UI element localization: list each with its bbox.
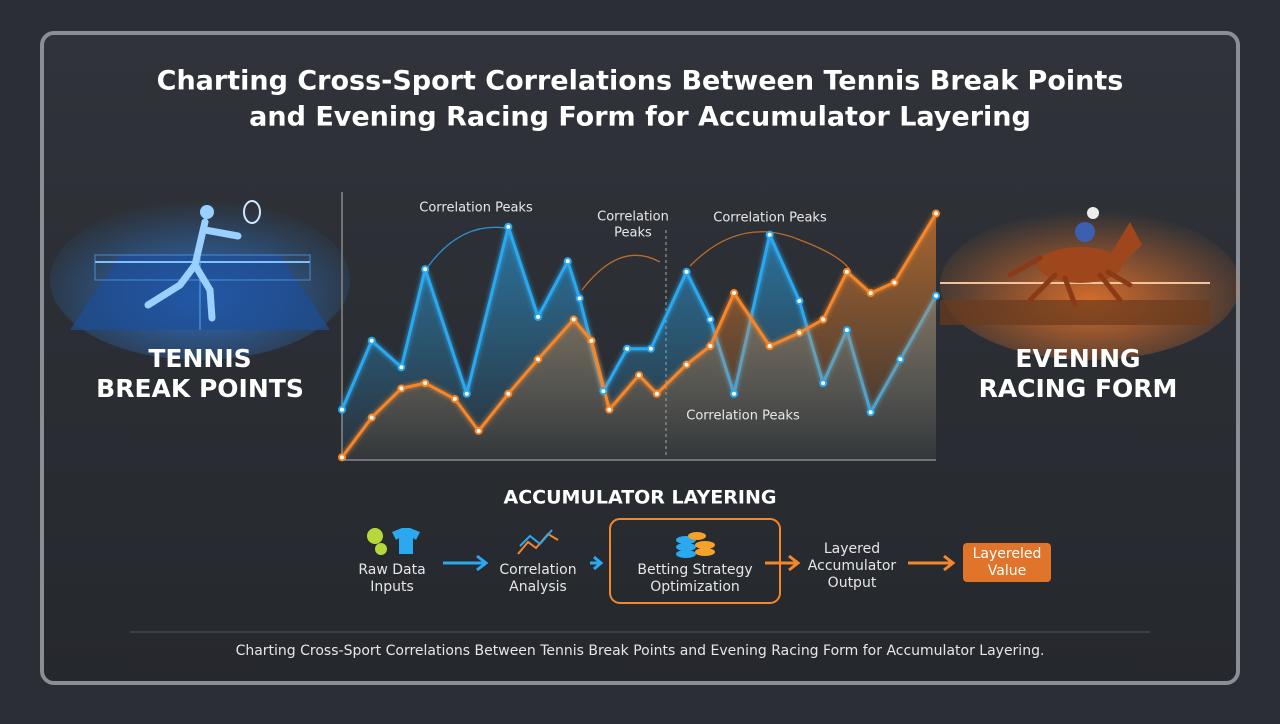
point [367, 413, 376, 422]
point [896, 355, 905, 364]
point [866, 289, 875, 298]
point [367, 336, 376, 345]
point [842, 267, 851, 276]
flow-step-label: Analysis [509, 579, 567, 595]
point [587, 336, 596, 345]
flow-step-label: Raw Data [358, 562, 425, 578]
point [652, 389, 661, 398]
point [932, 209, 940, 218]
point [730, 289, 739, 298]
point [534, 355, 543, 364]
point [932, 291, 940, 300]
tennis-illustration [50, 200, 350, 360]
flow-step-label: Correlation [499, 562, 576, 578]
point [534, 312, 543, 321]
point [795, 328, 804, 337]
title: and Evening Racing Form for Accumulator … [249, 102, 1031, 133]
point [706, 315, 715, 324]
point [646, 344, 655, 353]
flow-graphics [367, 518, 1051, 604]
annotation: Correlation Peaks [713, 211, 827, 226]
point [421, 265, 430, 274]
point [397, 384, 406, 393]
flow-step-label: Inputs [370, 579, 414, 595]
point [819, 379, 828, 388]
annotation: Correlation Peaks [419, 201, 533, 216]
left-label: TENNIS [148, 344, 251, 373]
flow-step-label: Layered [824, 541, 880, 557]
point [682, 267, 691, 276]
flow-step-label: Optimization [650, 579, 740, 595]
point [450, 395, 459, 404]
point [635, 371, 643, 380]
point [462, 389, 471, 398]
left-label: BREAK POINTS [96, 374, 304, 403]
point [569, 315, 578, 324]
flow-step-label: Value [988, 563, 1026, 579]
annotation: Correlation [597, 210, 669, 225]
right-label: EVENING [1015, 344, 1140, 373]
peak-arcs [426, 226, 851, 291]
point [819, 315, 828, 324]
area [342, 213, 936, 460]
point [795, 297, 804, 305]
point [397, 363, 406, 372]
point [504, 222, 513, 231]
point [575, 294, 584, 303]
point [599, 387, 608, 396]
point [338, 453, 346, 462]
point [504, 389, 513, 398]
point [866, 408, 875, 417]
point [474, 426, 483, 435]
caption: Charting Cross-Sport Correlations Betwee… [236, 643, 1045, 659]
flow-step-label: Betting Strategy [637, 562, 752, 578]
point [338, 405, 346, 414]
point [842, 326, 851, 335]
flow-step-label: Layereled [973, 546, 1042, 562]
title: Charting Cross-Sport Correlations Betwee… [157, 66, 1124, 97]
annotation: Correlation Peaks [686, 409, 800, 424]
flow-step-label: Accumulator [808, 558, 897, 574]
point [682, 360, 691, 369]
flow-heading: ACCUMULATOR LAYERING [504, 487, 777, 509]
right-label: RACING FORM [979, 374, 1178, 403]
flow-step-label: Output [828, 575, 877, 591]
point [730, 389, 739, 398]
point [605, 405, 614, 414]
annotation: Peaks [614, 226, 652, 241]
point [765, 230, 774, 239]
racing-illustration [940, 207, 1240, 360]
point [765, 342, 774, 351]
point [623, 344, 632, 353]
point [890, 278, 899, 287]
point [706, 342, 715, 351]
point [421, 379, 430, 388]
point [563, 257, 572, 266]
